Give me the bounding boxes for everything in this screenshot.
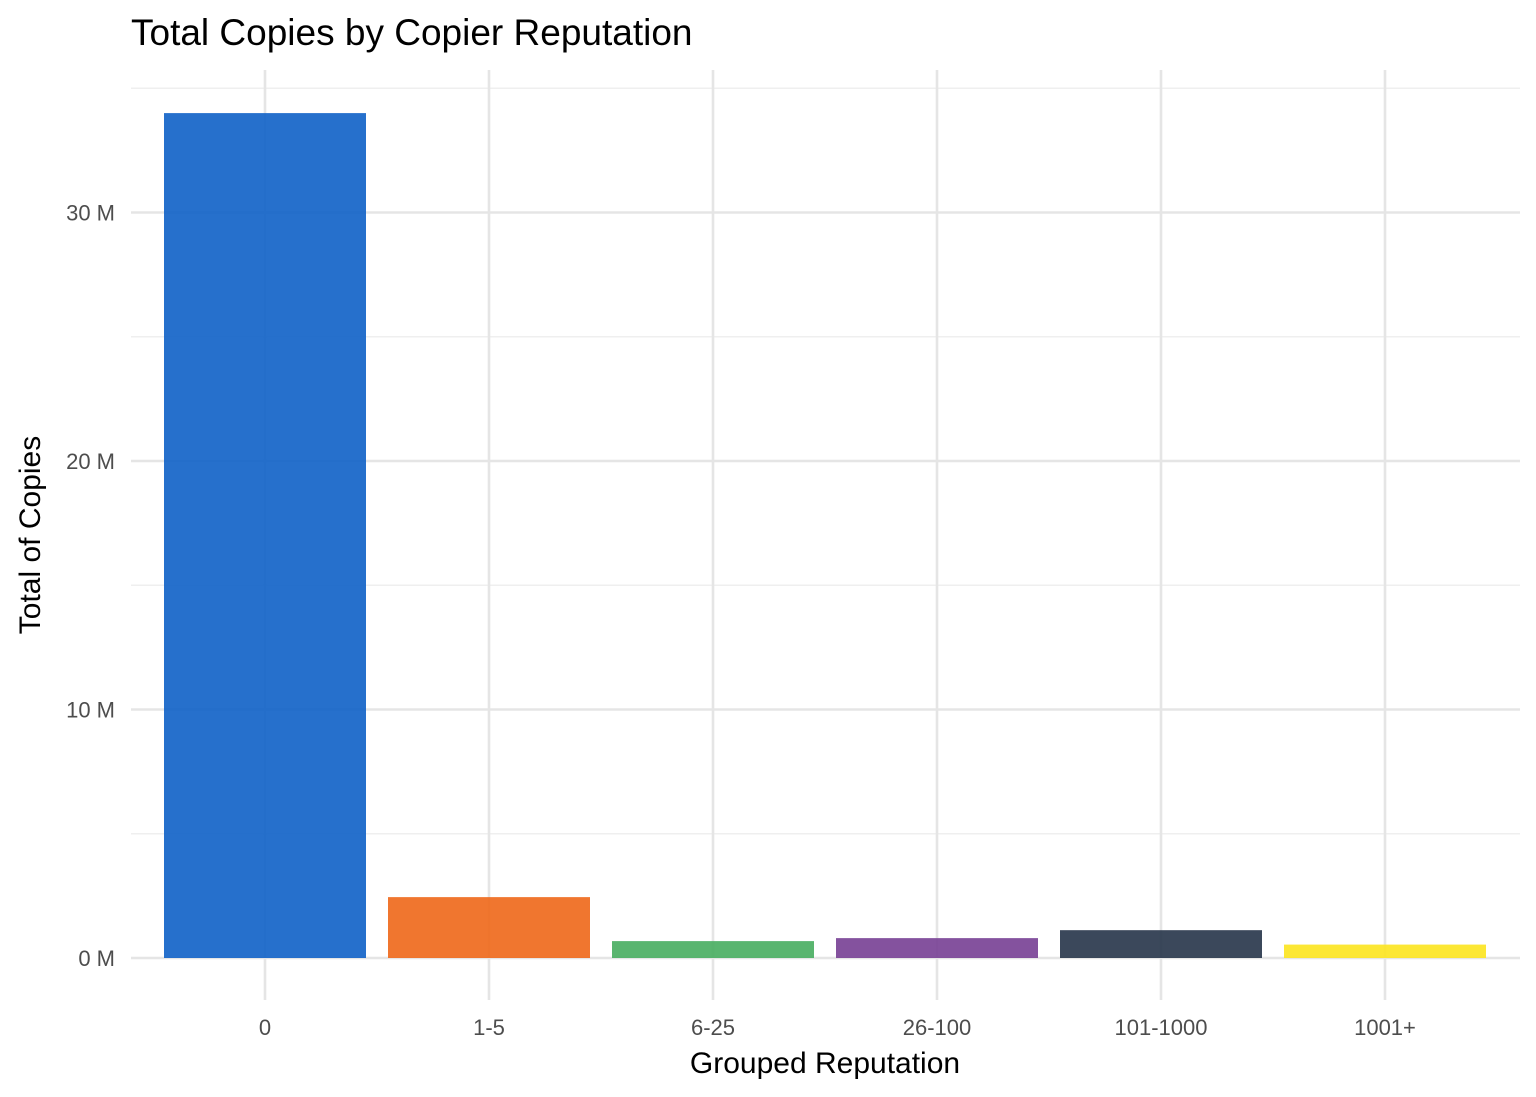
y-axis-tick-labels: 0 M 10 M 20 M 30 M [66,201,115,972]
y-tick-label: 30 M [66,201,115,226]
x-tick-label: 26-100 [903,1015,972,1040]
x-tick-label: 1-5 [473,1015,505,1040]
bars [164,113,1486,959]
chart-title: Total Copies by Copier Reputation [131,12,693,53]
x-tick-label: 0 [259,1015,271,1040]
x-axis-tick-labels: 0 1-5 6-25 26-100 101-1000 1001+ [259,1015,1416,1040]
x-tick-label: 1001+ [1354,1015,1416,1040]
y-tick-label: 10 M [66,698,115,723]
bar-0 [164,113,366,959]
x-axis-title: Grouped Reputation [690,1047,960,1080]
x-tick-label: 6-25 [691,1015,735,1040]
bar-1-5 [388,897,590,958]
x-tick-label: 101-1000 [1115,1015,1208,1040]
y-axis-title: Total of Copies [14,436,47,634]
bar-101-1000 [1060,930,1262,958]
y-tick-label: 0 M [78,946,115,971]
bar-1001+ [1284,944,1486,958]
y-tick-label: 20 M [66,449,115,474]
bar-6-25 [612,941,814,958]
bar-26-100 [836,938,1038,958]
